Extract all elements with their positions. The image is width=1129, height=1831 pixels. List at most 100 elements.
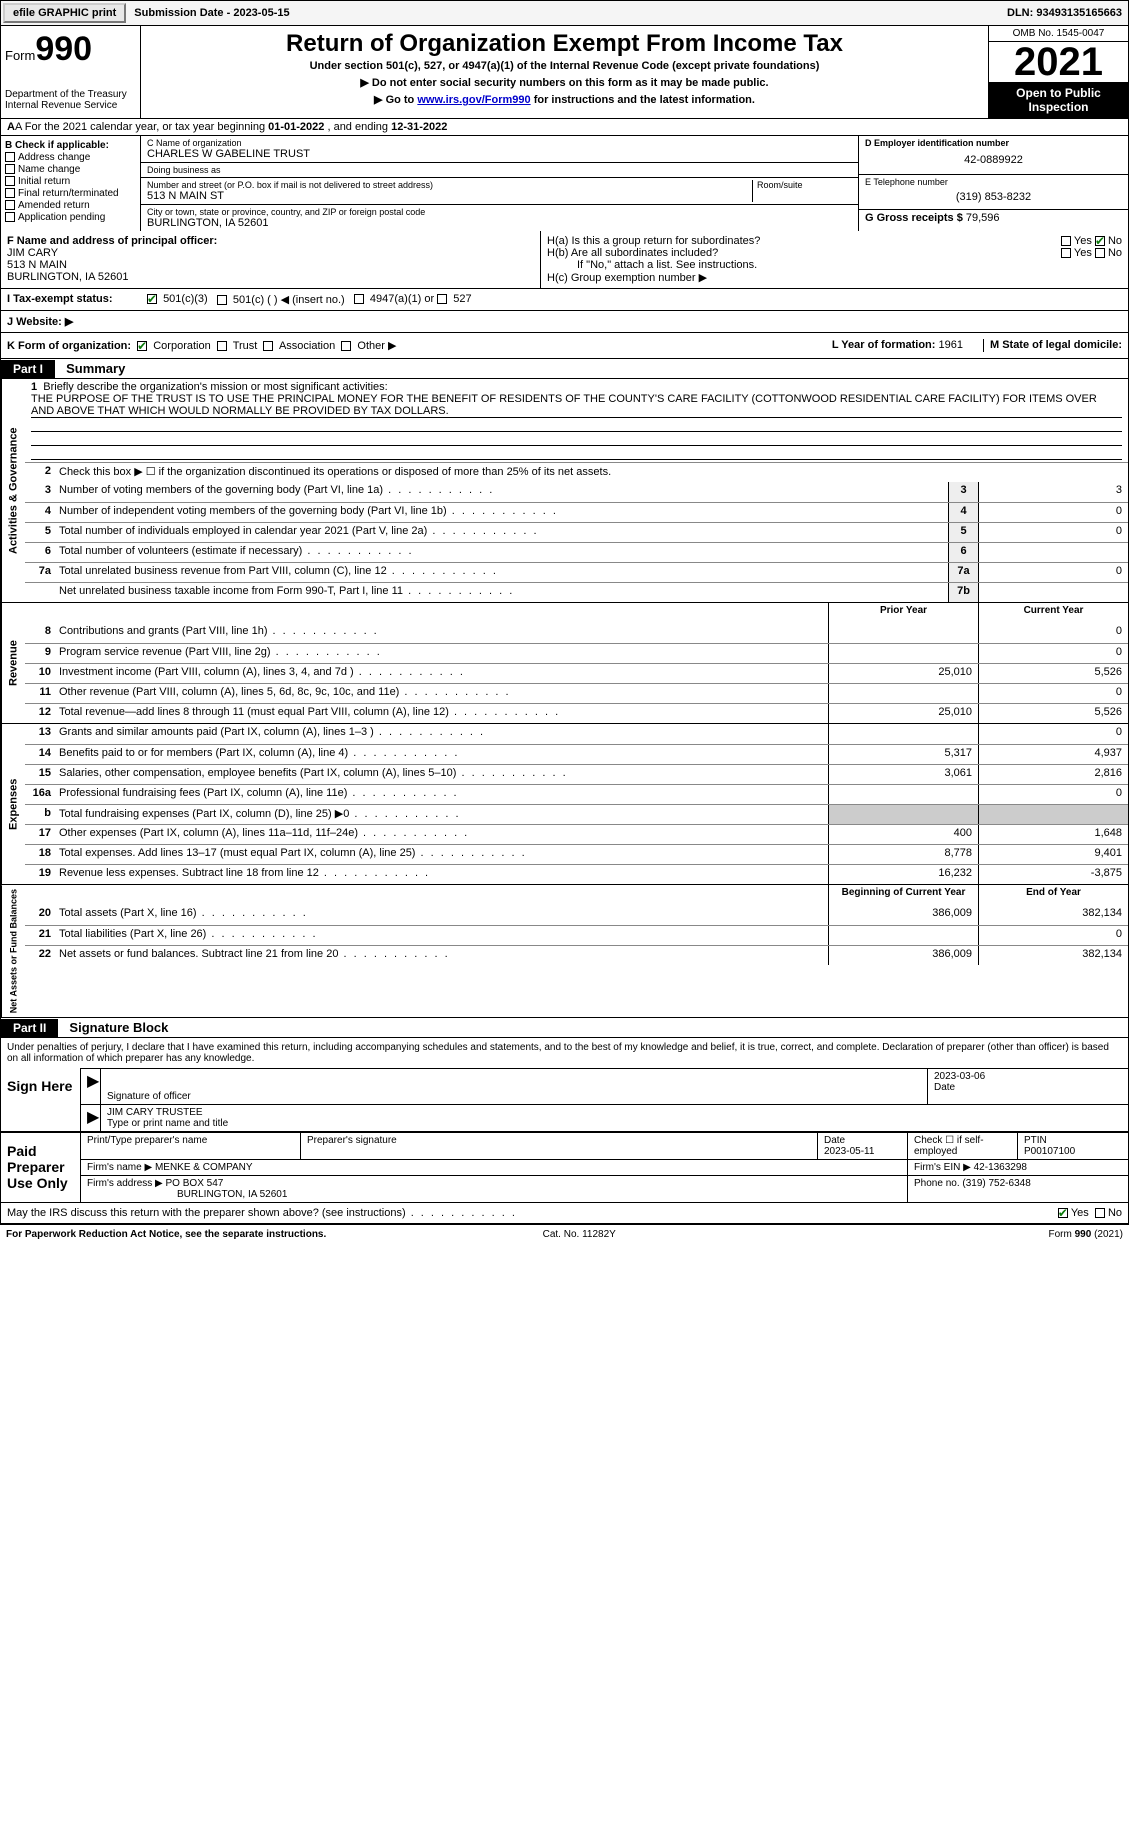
- firm-phone: (319) 752-6348: [962, 1178, 1030, 1189]
- dba-cell: Doing business as: [141, 163, 858, 178]
- col-d-e-g: D Employer identification number 42-0889…: [858, 136, 1128, 231]
- summary-line: 16aProfessional fundraising fees (Part I…: [25, 784, 1128, 804]
- open-inspection: Open to Public Inspection: [989, 82, 1128, 118]
- dept-treasury: Department of the Treasury: [5, 89, 136, 100]
- section-expenses: Expenses 13Grants and similar amounts pa…: [0, 724, 1129, 885]
- state-domicile: M State of legal domicile:: [983, 339, 1122, 352]
- chk-final-return[interactable]: Final return/terminated: [5, 188, 136, 199]
- summary-line: 17Other expenses (Part IX, column (A), l…: [25, 824, 1128, 844]
- street-address: 513 N MAIN ST: [147, 190, 752, 202]
- form-number: Form990: [5, 30, 136, 69]
- summary-line: 18Total expenses. Add lines 13–17 (must …: [25, 844, 1128, 864]
- officer-name: JIM CARY: [7, 247, 534, 259]
- telephone: (319) 853-8232: [865, 187, 1122, 207]
- gross-receipts-cell: G Gross receipts $ 79,596: [859, 210, 1128, 226]
- firm-name: MENKE & COMPANY: [155, 1162, 253, 1173]
- city-state-zip: BURLINGTON, IA 52601: [147, 217, 852, 229]
- revenue-header-row: Prior Year Current Year: [25, 603, 1128, 623]
- irs-label: Internal Revenue Service: [5, 100, 136, 111]
- summary-line: 5Total number of individuals employed in…: [25, 522, 1128, 542]
- address-cell: Number and street (or P.O. box if mail i…: [141, 178, 858, 205]
- chk-trust[interactable]: Trust: [233, 340, 258, 352]
- chk-association[interactable]: Association: [279, 340, 335, 352]
- section-h: H(a) Is this a group return for subordin…: [541, 231, 1128, 288]
- sig-officer-label: Signature of officer: [107, 1091, 921, 1102]
- part-1-header: Part I Summary: [0, 359, 1129, 379]
- chk-name-change[interactable]: Name change: [5, 164, 136, 175]
- page-footer: For Paperwork Reduction Act Notice, see …: [0, 1224, 1129, 1244]
- principal-officer: F Name and address of principal officer:…: [1, 231, 541, 288]
- vtab-revenue: Revenue: [1, 603, 25, 723]
- chk-application-pending[interactable]: Application pending: [5, 212, 136, 223]
- summary-line: 9Program service revenue (Part VIII, lin…: [25, 643, 1128, 663]
- h-b: H(b) Are all subordinates included? Yes …: [547, 247, 1122, 259]
- chk-501c3[interactable]: 501(c)(3): [147, 293, 208, 306]
- chk-527[interactable]: 527: [437, 293, 471, 306]
- mission-text: THE PURPOSE OF THE TRUST IS TO USE THE P…: [31, 393, 1122, 418]
- summary-line: bTotal fundraising expenses (Part IX, co…: [25, 804, 1128, 824]
- chk-amended[interactable]: Amended return: [5, 200, 136, 211]
- section-net-assets: Net Assets or Fund Balances Beginning of…: [0, 885, 1129, 1018]
- footer-cat: Cat. No. 11282Y: [543, 1229, 616, 1240]
- row-i-tax-status: I Tax-exempt status: 501(c)(3) 501(c) ( …: [0, 289, 1129, 311]
- discuss-yes[interactable]: [1058, 1208, 1068, 1218]
- row-a-tax-year: AA For the 2021 calendar year, or tax ye…: [0, 119, 1129, 136]
- discuss-no[interactable]: [1095, 1208, 1105, 1218]
- dln: DLN: 93493135165663: [1001, 7, 1128, 19]
- officer-printed-name: JIM CARY TRUSTEE: [107, 1107, 1122, 1118]
- col-b-checkboxes: B Check if applicable: Address change Na…: [1, 136, 141, 231]
- summary-line: Net unrelated business taxable income fr…: [25, 582, 1128, 602]
- vtab-net-assets: Net Assets or Fund Balances: [1, 885, 25, 1017]
- efile-print-button[interactable]: efile GRAPHIC print: [3, 3, 126, 23]
- self-employed-check[interactable]: Check ☐ if self-employed: [908, 1133, 1018, 1159]
- chk-501c[interactable]: 501(c) ( ) ◀ (insert no.): [217, 293, 345, 306]
- chk-address-change[interactable]: Address change: [5, 152, 136, 163]
- summary-line: 15Salaries, other compensation, employee…: [25, 764, 1128, 784]
- chk-other[interactable]: Other ▶: [357, 340, 396, 352]
- form-subtitle: Under section 501(c), 527, or 4947(a)(1)…: [147, 60, 982, 72]
- row-k-form-org: K Form of organization: Corporation Trus…: [0, 333, 1129, 359]
- summary-line: 6Total number of volunteers (estimate if…: [25, 542, 1128, 562]
- summary-line: 21Total liabilities (Part X, line 26)0: [25, 925, 1128, 945]
- h-c: H(c) Group exemption number ▶: [547, 271, 1122, 284]
- officer-addr1: 513 N MAIN: [7, 259, 534, 271]
- summary-line: 22Net assets or fund balances. Subtract …: [25, 945, 1128, 965]
- header-left: Form990 Department of the Treasury Inter…: [1, 26, 141, 118]
- ein: 42-0889922: [865, 148, 1122, 172]
- paid-preparer-label: Paid Preparer Use Only: [1, 1133, 81, 1202]
- firm-ein: 42-1363298: [974, 1162, 1027, 1173]
- submission-date: Submission Date - 2023-05-15: [128, 7, 295, 19]
- vtab-governance: Activities & Governance: [1, 379, 25, 602]
- balance-header-row: Beginning of Current Year End of Year: [25, 885, 1128, 905]
- gross-receipts: 79,596: [966, 212, 1000, 224]
- chk-initial-return[interactable]: Initial return: [5, 176, 136, 187]
- year-formation: L Year of formation: 1961: [832, 339, 983, 352]
- top-bar: efile GRAPHIC print Submission Date - 20…: [0, 0, 1129, 26]
- irs-link[interactable]: www.irs.gov/Form990: [417, 94, 530, 106]
- chk-corporation[interactable]: Corporation: [153, 340, 210, 352]
- summary-line: 11Other revenue (Part VIII, column (A), …: [25, 683, 1128, 703]
- col-b-label: B Check if applicable:: [5, 140, 136, 151]
- ein-cell: D Employer identification number 42-0889…: [859, 136, 1128, 175]
- ptin: P00107100: [1024, 1146, 1122, 1157]
- summary-line: 4Number of independent voting members of…: [25, 502, 1128, 522]
- form-note-2: ▶ Go to www.irs.gov/Form990 for instruct…: [147, 93, 982, 106]
- city-cell: City or town, state or province, country…: [141, 205, 858, 231]
- form-title: Return of Organization Exempt From Incom…: [147, 30, 982, 58]
- sig-date: 2023-03-06: [934, 1071, 1122, 1082]
- sign-here-label: Sign Here: [1, 1068, 81, 1131]
- form-note-1: ▶ Do not enter social security numbers o…: [147, 76, 982, 89]
- firm-address: PO BOX 547: [166, 1178, 224, 1189]
- officer-addr2: BURLINGTON, IA 52601: [7, 271, 534, 283]
- summary-line: 19Revenue less expenses. Subtract line 1…: [25, 864, 1128, 884]
- line-1-mission: 1 Briefly describe the organization's mi…: [25, 379, 1128, 462]
- section-f-h: F Name and address of principal officer:…: [0, 231, 1129, 289]
- summary-line: 13Grants and similar amounts paid (Part …: [25, 724, 1128, 744]
- summary-line: 3Number of voting members of the governi…: [25, 482, 1128, 502]
- chk-4947[interactable]: 4947(a)(1) or: [354, 293, 434, 306]
- col-c-org: C Name of organization CHARLES W GABELIN…: [141, 136, 858, 231]
- summary-line: 20Total assets (Part X, line 16)386,0093…: [25, 905, 1128, 925]
- summary-line: 8Contributions and grants (Part VIII, li…: [25, 623, 1128, 643]
- section-b-to-g: B Check if applicable: Address change Na…: [0, 136, 1129, 231]
- summary-line: 7aTotal unrelated business revenue from …: [25, 562, 1128, 582]
